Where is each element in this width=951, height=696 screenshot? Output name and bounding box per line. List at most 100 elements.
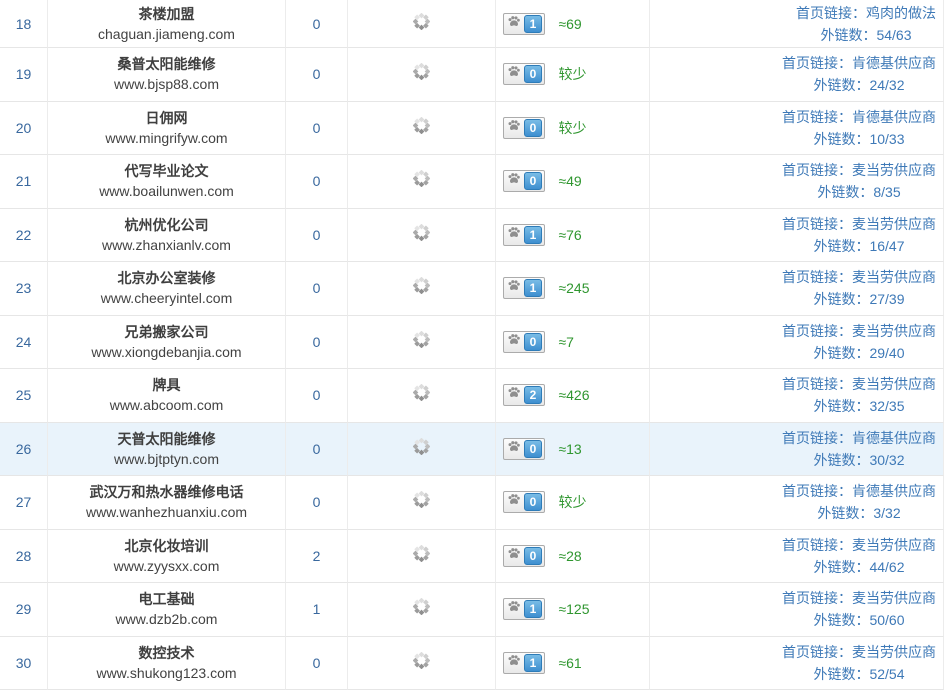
paw-icon [507, 440, 521, 458]
weight-number: 0 [524, 546, 542, 565]
weight-cell: 2 ≈426 [496, 369, 650, 423]
outlink-count[interactable]: 外链数：10/33 [813, 130, 905, 147]
homepage-link[interactable]: 首页链接：麦当劳供应商 [782, 536, 936, 553]
outlink-count[interactable]: 外链数：16/47 [813, 237, 905, 254]
weight-cell: 0 较少 [496, 48, 650, 102]
site-domain: www.cheeryintel.com [100, 290, 233, 307]
site-domain: www.wanhezhuanxiu.com [85, 504, 248, 521]
site-name: 天普太阳能维修 [117, 430, 216, 447]
row-index: 20 [0, 101, 48, 155]
site-name: 桑普太阳能维修 [117, 56, 216, 73]
paw-icon [507, 600, 521, 618]
homepage-link[interactable]: 首页链接：麦当劳供应商 [782, 269, 936, 286]
inclusion-count[interactable]: 0 [286, 48, 348, 102]
inclusion-count[interactable]: 0 [286, 208, 348, 262]
paw-icon [507, 654, 521, 672]
row-index: 19 [0, 48, 48, 102]
links-block: 首页链接：肯德基供应商 外链数：10/33 [782, 106, 936, 150]
outlink-count[interactable]: 外链数：32/35 [813, 398, 905, 415]
inclusion-count[interactable]: 0 [286, 636, 348, 690]
site-cell: 代写毕业论文 www.boailunwen.com [48, 155, 286, 209]
outlink-count[interactable]: 外链数：50/60 [813, 612, 905, 629]
status-cell [348, 262, 496, 316]
site-name: 代写毕业论文 [124, 163, 209, 180]
baidu-weight-badge[interactable]: 1 [503, 277, 545, 300]
inclusion-count[interactable]: 1 [286, 583, 348, 637]
outlink-count[interactable]: 外链数：3/32 [817, 505, 901, 522]
homepage-link[interactable]: 首页链接：肯德基供应商 [782, 55, 936, 72]
outlink-count[interactable]: 外链数：8/35 [817, 184, 901, 201]
baidu-weight-badge[interactable]: 1 [503, 651, 545, 674]
weight-number: 1 [524, 653, 542, 672]
outlink-count[interactable]: 外链数：54/63 [820, 26, 912, 43]
homepage-link[interactable]: 首页链接：肯德基供应商 [782, 429, 936, 446]
outlink-count[interactable]: 外链数：29/40 [813, 344, 905, 361]
estimated-traffic: ≈7 [558, 333, 574, 350]
inclusion-count[interactable]: 0 [286, 315, 348, 369]
homepage-link[interactable]: 首页链接：鸡肉的做法 [796, 4, 936, 21]
site-domain: www.xiongdebanjia.com [91, 343, 242, 360]
links-block: 首页链接：麦当劳供应商 外链数：32/35 [782, 373, 936, 417]
links-cell: 首页链接：麦当劳供应商 外链数：52/54 [650, 636, 944, 690]
baidu-weight-badge[interactable]: 0 [503, 63, 545, 86]
links-cell: 首页链接：肯德基供应商 外链数：10/33 [650, 101, 944, 155]
inclusion-count[interactable]: 2 [286, 529, 348, 583]
table-row: 23 北京办公室装修 www.cheeryintel.com 0 [0, 262, 944, 316]
paw-icon [507, 15, 521, 33]
inclusion-count[interactable]: 0 [286, 0, 348, 48]
weight-number: 0 [524, 439, 542, 458]
homepage-link[interactable]: 首页链接：麦当劳供应商 [782, 215, 936, 232]
status-cell [348, 0, 496, 48]
row-index: 30 [0, 636, 48, 690]
status-cell [348, 529, 496, 583]
inclusion-count[interactable]: 0 [286, 476, 348, 530]
links-cell: 首页链接：肯德基供应商 外链数：30/32 [650, 422, 944, 476]
baidu-weight-badge[interactable]: 0 [503, 116, 545, 139]
outlink-count[interactable]: 外链数：27/39 [813, 291, 905, 308]
outlink-count[interactable]: 外链数：52/54 [813, 665, 905, 682]
paw-icon [507, 65, 521, 83]
homepage-link[interactable]: 首页链接：麦当劳供应商 [782, 322, 936, 339]
links-block: 首页链接：麦当劳供应商 外链数：44/62 [782, 534, 936, 578]
inclusion-count[interactable]: 0 [286, 262, 348, 316]
baidu-weight-badge[interactable]: 1 [503, 12, 545, 35]
homepage-link[interactable]: 首页链接：麦当劳供应商 [782, 590, 936, 607]
homepage-link[interactable]: 首页链接：麦当劳供应商 [782, 643, 936, 660]
table-row: 25 牌具 www.abcoom.com 0 [0, 369, 944, 423]
outlink-count[interactable]: 外链数：30/32 [813, 451, 905, 468]
site-cell: 桑普太阳能维修 www.bjsp88.com [48, 48, 286, 102]
homepage-link[interactable]: 首页链接：肯德基供应商 [782, 108, 936, 125]
table-row: 30 数控技术 www.shukong123.com 0 [0, 636, 944, 690]
links-block: 首页链接：鸡肉的做法 外链数：54/63 [796, 2, 936, 46]
inclusion-count[interactable]: 0 [286, 101, 348, 155]
site-domain: www.mingrifyw.com [105, 129, 228, 146]
site-cell: 杭州优化公司 www.zhanxianlv.com [48, 208, 286, 262]
status-cell [348, 101, 496, 155]
baidu-weight-badge[interactable]: 0 [503, 544, 545, 567]
baidu-weight-badge[interactable]: 0 [503, 330, 545, 353]
outlink-count[interactable]: 外链数：44/62 [813, 558, 905, 575]
inclusion-count[interactable]: 0 [286, 422, 348, 476]
site-cell: 天普太阳能维修 www.bjtptyn.com [48, 422, 286, 476]
row-index: 25 [0, 369, 48, 423]
outlink-count[interactable]: 外链数：24/32 [813, 77, 905, 94]
inclusion-count[interactable]: 0 [286, 155, 348, 209]
baidu-weight-badge[interactable]: 1 [503, 598, 545, 621]
baidu-weight-badge[interactable]: 1 [503, 223, 545, 246]
homepage-link[interactable]: 首页链接：麦当劳供应商 [782, 376, 936, 393]
weight-cell: 1 ≈69 [496, 0, 650, 48]
table-row: 20 日佣网 www.mingrifyw.com 0 [0, 101, 944, 155]
table-row: 28 北京化妆培训 www.zyysxx.com 2 [0, 529, 944, 583]
row-index: 26 [0, 422, 48, 476]
homepage-link[interactable]: 首页链接：麦当劳供应商 [782, 162, 936, 179]
baidu-weight-badge[interactable]: 0 [503, 170, 545, 193]
links-cell: 首页链接：鸡肉的做法 外链数：54/63 [650, 0, 944, 48]
inclusion-count[interactable]: 0 [286, 369, 348, 423]
homepage-link[interactable]: 首页链接：肯德基供应商 [782, 483, 936, 500]
baidu-weight-badge[interactable]: 2 [503, 384, 545, 407]
status-cell [348, 48, 496, 102]
baidu-weight-badge[interactable]: 0 [503, 491, 545, 514]
estimated-traffic: ≈125 [558, 601, 590, 618]
baidu-weight-badge[interactable]: 0 [503, 437, 545, 460]
